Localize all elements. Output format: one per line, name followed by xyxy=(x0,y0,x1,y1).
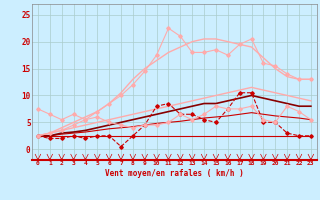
X-axis label: Vent moyen/en rafales ( km/h ): Vent moyen/en rafales ( km/h ) xyxy=(105,169,244,178)
